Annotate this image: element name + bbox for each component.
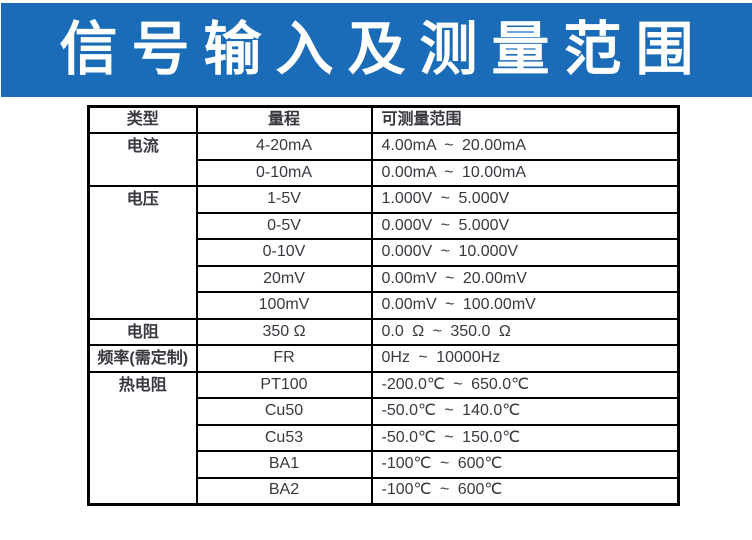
signal-spec-table: 类型 量程 可测量范围 电流 4-20mA 4.00mA ~ 20.00mA 0… — [87, 105, 680, 506]
header-measurable: 可测量范围 — [370, 105, 680, 134]
measurable-cell: -100℃ ~ 600℃ — [370, 476, 680, 505]
table-row: 0-10V 0.000V ~ 10.000V — [89, 238, 680, 267]
header-type: 类型 — [87, 105, 198, 134]
measurable-cell: 0.00mV ~ 100.00mV — [370, 291, 680, 320]
table-header-row: 类型 量程 可测量范围 — [87, 105, 680, 134]
measurable-cell: -200.0℃ ~ 650.0℃ — [370, 370, 680, 399]
range-cell: Cu50 — [195, 397, 373, 426]
measurable-cell: -50.0℃ ~ 140.0℃ — [370, 397, 680, 426]
measurable-cell: 0.0 Ω ~ 350.0 Ω — [370, 317, 680, 346]
range-cell: BA2 — [195, 476, 373, 505]
table-row: 100mV 0.00mV ~ 100.00mV — [89, 291, 680, 320]
table-row: Cu53 -50.0℃ ~ 150.0℃ — [89, 423, 680, 452]
type-cell-rtd: 热电阻 — [87, 370, 198, 505]
measurable-cell: -100℃ ~ 600℃ — [370, 450, 680, 479]
signal-spec-table-container: 类型 量程 可测量范围 电流 4-20mA 4.00mA ~ 20.00mA 0… — [87, 105, 680, 506]
range-cell: 1-5V — [195, 185, 373, 214]
table-row: 电流 4-20mA 4.00mA ~ 20.00mA — [87, 132, 680, 187]
range-cell: 0-10mA — [195, 158, 373, 187]
range-cell: 4-20mA — [195, 132, 373, 161]
range-cell: FR — [195, 344, 373, 373]
measurable-cell: 0.00mA ~ 10.00mA — [370, 158, 680, 187]
range-cell: Cu53 — [195, 423, 373, 452]
table-row: 热电阻 PT100 -200.0℃ ~ 650.0℃ — [87, 370, 680, 505]
range-cell: 20mV — [195, 264, 373, 293]
measurable-cell: 4.00mA ~ 20.00mA — [370, 132, 680, 161]
type-cell-voltage: 电压 — [87, 185, 198, 320]
table-row: 电压 1-5V 1.000V ~ 5.000V — [87, 185, 680, 320]
measurable-cell: -50.0℃ ~ 150.0℃ — [370, 423, 680, 452]
type-cell-current: 电流 — [87, 132, 198, 187]
measurable-cell: 0Hz ~ 10000Hz — [370, 344, 680, 373]
measurable-cell: 0.000V ~ 5.000V — [370, 211, 680, 240]
table-row: Cu50 -50.0℃ ~ 140.0℃ — [89, 397, 680, 426]
measurable-cell: 1.000V ~ 5.000V — [370, 185, 680, 214]
table-row: 频率(需定制) FR 0Hz ~ 10000Hz — [87, 344, 680, 373]
header-range: 量程 — [195, 105, 373, 134]
range-cell: BA1 — [195, 450, 373, 479]
measurable-cell: 0.000V ~ 10.000V — [370, 238, 680, 267]
type-cell-resistance: 电阻 — [87, 317, 198, 346]
measurable-cell: 0.00mV ~ 20.00mV — [370, 264, 680, 293]
table-row: 电阻 350 Ω 0.0 Ω ~ 350.0 Ω — [87, 317, 680, 346]
title-banner: 信号输入及测量范围 — [1, 3, 752, 97]
range-cell: 0-5V — [195, 211, 373, 240]
range-cell: 350 Ω — [195, 317, 373, 346]
type-cell-frequency: 频率(需定制) — [87, 344, 198, 373]
table-row: 20mV 0.00mV ~ 20.00mV — [89, 264, 680, 293]
page-title: 信号输入及测量范围 — [59, 17, 708, 82]
range-cell: 0-10V — [195, 238, 373, 267]
range-cell: PT100 — [195, 370, 373, 399]
table-row: BA1 -100℃ ~ 600℃ — [89, 450, 680, 479]
range-cell: 100mV — [195, 291, 373, 320]
table-row: BA2 -100℃ ~ 600℃ — [89, 476, 680, 505]
